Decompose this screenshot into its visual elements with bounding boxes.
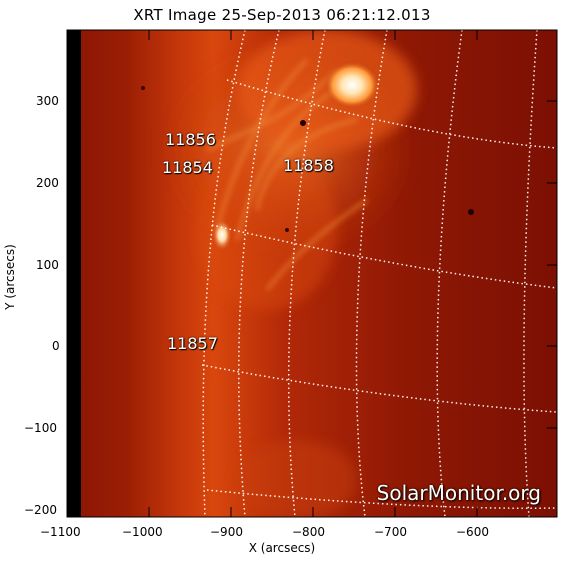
y-tick-label: 0 bbox=[52, 339, 60, 353]
active-region-label: 11856 bbox=[165, 130, 216, 149]
y-tick-label: 300 bbox=[36, 94, 59, 108]
x-tick-label: −800 bbox=[292, 525, 325, 539]
active-region-label: 11858 bbox=[283, 156, 334, 175]
x-tick-label: −1100 bbox=[40, 525, 81, 539]
x-tick-label: −900 bbox=[210, 525, 243, 539]
active-region-label: 11857 bbox=[167, 334, 218, 353]
active-region-label: 11854 bbox=[162, 158, 213, 177]
image-title: XRT Image 25-Sep-2013 06:21:12.013 bbox=[133, 6, 431, 24]
watermark: SolarMonitor.org bbox=[376, 481, 541, 505]
y-axis-label: Y (arcsecs) bbox=[3, 244, 17, 310]
y-tick-label: 100 bbox=[36, 258, 59, 272]
x-tick-label: −1000 bbox=[122, 525, 163, 539]
x-axis-label: X (arcsecs) bbox=[248, 541, 316, 555]
y-tick-label: −100 bbox=[24, 421, 57, 435]
heliographic-grid bbox=[201, 30, 557, 517]
y-tick-label: −200 bbox=[24, 503, 57, 517]
y-tick-label: 200 bbox=[36, 176, 59, 190]
x-tick-label: −600 bbox=[456, 525, 489, 539]
solar-image: 11856 11854 11858 11857 SolarMonitor.org bbox=[67, 30, 557, 517]
xrt-solar-image bbox=[67, 30, 557, 517]
x-tick-label: −700 bbox=[374, 525, 407, 539]
